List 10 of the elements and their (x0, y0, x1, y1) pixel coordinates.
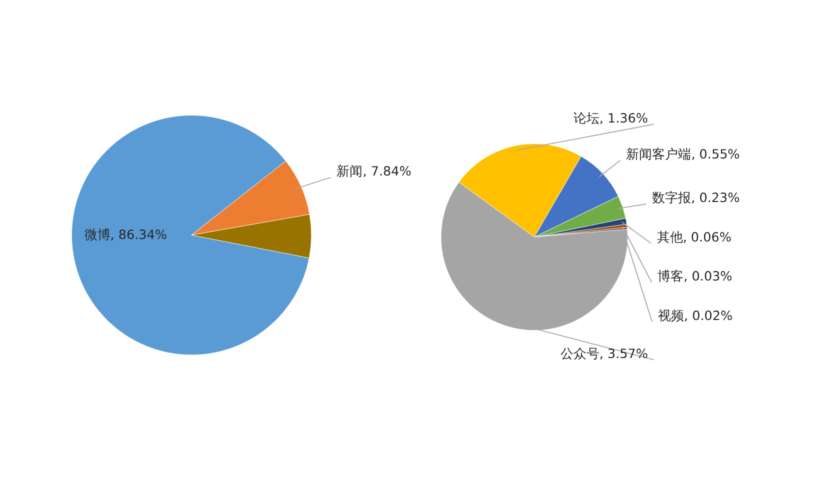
slice-label: 视频, 0.02% (658, 308, 733, 324)
slice-label: 数字报, 0.23% (652, 190, 740, 206)
slice-label: 新闻, 7.84% (336, 164, 412, 180)
slice-label: 博客, 0.03% (658, 268, 732, 285)
slice-label: 新闻客户端, 0.55% (626, 146, 740, 162)
slice-label: 论坛, 1.36% (573, 111, 648, 126)
slice-label: 其他, 0.06% (656, 230, 732, 246)
slice-label: 公众号, 3.57% (560, 346, 648, 362)
pie-slice (72, 115, 310, 356)
slice-label: 微博, 86.34% (84, 228, 167, 244)
